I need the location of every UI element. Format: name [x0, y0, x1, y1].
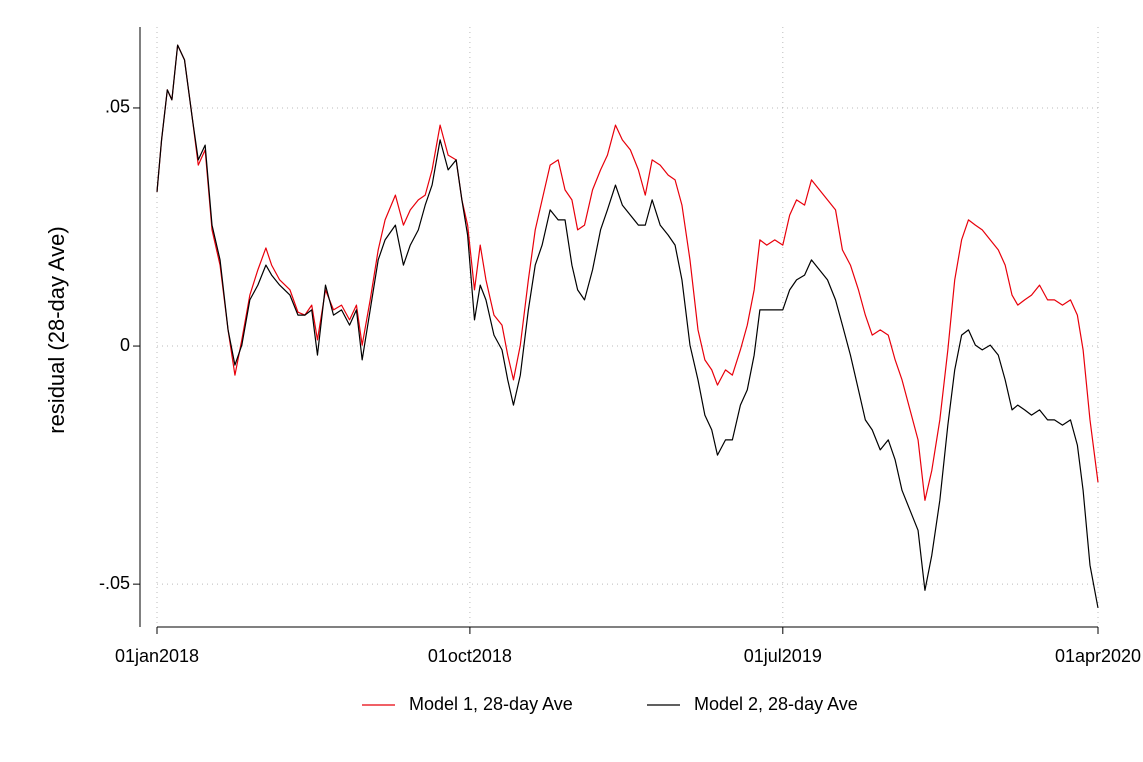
x-tick-label: 01apr2020	[1055, 646, 1141, 666]
x-tick-label: 01jul2019	[744, 646, 822, 666]
series-line	[156, 44, 1099, 501]
legend-label: Model 2, 28-day Ave	[694, 694, 858, 714]
y-tick-label: 0	[120, 335, 130, 355]
y-tick-label: .05	[105, 97, 130, 117]
series-line	[156, 44, 1099, 609]
legend-label: Model 1, 28-day Ave	[409, 694, 573, 714]
x-tick-label: 01jan2018	[115, 646, 199, 666]
y-tick-label: -.05	[99, 573, 130, 593]
x-tick-label: 01oct2018	[428, 646, 512, 666]
y-axis-label: residual (28-day Ave)	[44, 226, 69, 434]
